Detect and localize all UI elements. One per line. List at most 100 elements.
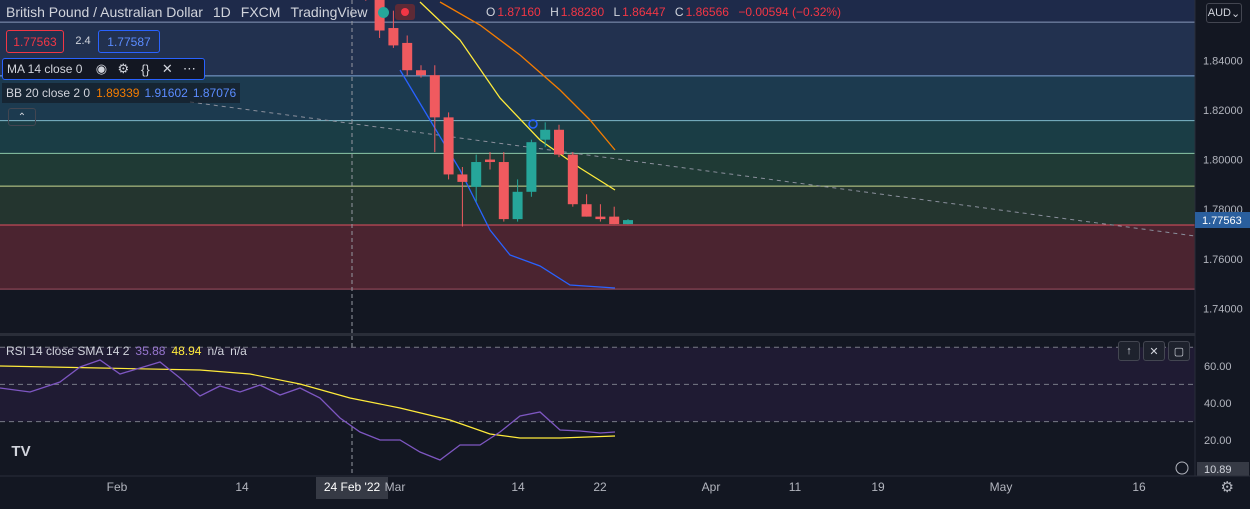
price-tick-label: 1.80000 xyxy=(1203,155,1243,167)
chevron-up-icon: ⌃ xyxy=(17,111,27,123)
candle-body xyxy=(485,159,495,163)
rsi-low-label: 10.89 xyxy=(1204,464,1232,476)
open-label: O xyxy=(486,5,496,19)
price-zone xyxy=(0,120,1195,154)
crosshair-date-label: 24 Feb '22 xyxy=(324,480,381,494)
bb-basis-value: 1.89339 xyxy=(96,86,140,100)
candle-body xyxy=(498,162,509,220)
time-tick-label: Feb xyxy=(107,480,128,494)
buy-button[interactable]: 1.77587 xyxy=(98,30,160,53)
low-label: L xyxy=(613,5,621,19)
gear-icon[interactable]: ⚙ xyxy=(117,61,130,76)
candle-body xyxy=(567,154,578,205)
bb-label: BB 20 close 2 0 xyxy=(6,86,91,100)
arrow-up-icon: ↑ xyxy=(1126,345,1132,357)
ohlc-readout: O 1.87160 H 1.88280 L 1.86447 C 1.86566 −0.0… xyxy=(486,5,847,19)
tradingview-logo-icon[interactable]: TV xyxy=(11,442,31,460)
code-braces-icon[interactable]: {} xyxy=(141,61,150,77)
time-tick-label: 16 xyxy=(1132,480,1146,494)
last-price-label: 1.77563 xyxy=(1202,215,1242,227)
time-tick-label: 11 xyxy=(789,480,802,494)
candle-body xyxy=(416,70,426,76)
time-tick-label: 14 xyxy=(235,480,249,494)
currency-selector[interactable]: AUD ⌄ xyxy=(1206,3,1242,23)
candle-body xyxy=(581,204,592,217)
source-label: TradingView xyxy=(290,4,368,20)
price-zone xyxy=(0,153,1195,187)
rsi-line xyxy=(0,359,616,461)
eye-icon[interactable]: ◉ xyxy=(95,61,108,76)
time-tick-label: Apr xyxy=(702,480,721,494)
close-value: 1.86566 xyxy=(685,5,729,19)
bb-indicator-legend[interactable]: BB 20 close 2 0 1.89339 1.91602 1.87076 xyxy=(2,83,241,103)
time-tick-label: 14 xyxy=(511,480,525,494)
rsi-sma-value: 48.94 xyxy=(171,344,202,358)
crosshair-date-tag xyxy=(316,477,388,499)
price-axis-bg xyxy=(1195,0,1250,509)
price-zone xyxy=(0,0,1195,23)
candle-body xyxy=(623,220,633,225)
last-price-tag xyxy=(1195,212,1250,229)
close-icon[interactable]: ✕ xyxy=(161,61,173,76)
rsi-value: 35.88 xyxy=(135,344,166,358)
market-open-icon xyxy=(377,6,389,18)
spread-value: 2.4 xyxy=(75,34,91,47)
candle-body xyxy=(457,174,468,182)
symbol-name[interactable]: British Pound / Australian Dollar xyxy=(6,4,203,20)
currency-label: AUD xyxy=(1207,7,1231,19)
candle-body xyxy=(471,162,482,187)
rsi-tick-label: 40.00 xyxy=(1204,398,1232,410)
ma-line xyxy=(419,1,616,191)
price-tick-label: 1.84000 xyxy=(1203,55,1243,67)
trendline xyxy=(189,101,1196,237)
low-value: 1.86447 xyxy=(622,5,666,19)
chart-header: British Pound / Australian Dollar 1D FXC… xyxy=(6,3,429,21)
candle-body xyxy=(443,117,454,175)
high-value: 1.88280 xyxy=(560,5,605,19)
plus-icon xyxy=(1175,461,1189,475)
rsi-sma-line xyxy=(0,365,616,439)
flag-icon[interactable] xyxy=(394,4,415,20)
candle-body xyxy=(554,129,564,155)
candle-body xyxy=(526,142,537,192)
change-value: −0.00594 (−0.32%) xyxy=(738,5,842,19)
candle-body xyxy=(388,28,399,46)
pane-maximize-button[interactable]: ▢ xyxy=(1168,341,1190,361)
sell-button[interactable]: 1.77563 xyxy=(6,30,64,53)
time-tick-label: 19 xyxy=(871,480,885,494)
price-tick-label: 1.82000 xyxy=(1203,105,1243,117)
more-icon[interactable]: ⋯ xyxy=(182,61,196,76)
candle-body xyxy=(512,191,523,220)
pane-separator xyxy=(0,333,1250,336)
interval-label[interactable]: 1D xyxy=(212,4,231,20)
pane-move-up-button[interactable]: ↑ xyxy=(1118,341,1140,361)
candle-body xyxy=(609,216,620,225)
candle-body xyxy=(429,75,440,118)
time-tick-label: May xyxy=(990,480,1013,494)
rsi-na-1: n/a xyxy=(207,344,225,358)
price-tick-label: 1.76000 xyxy=(1203,254,1243,266)
chevron-down-icon: ⌄ xyxy=(1231,7,1241,20)
bb-basis-line xyxy=(439,1,616,151)
price-zone xyxy=(0,186,1195,226)
candle-body xyxy=(402,42,413,71)
price-tick-label: 1.74000 xyxy=(1203,303,1243,315)
collapse-legend-button[interactable]: ⌃ xyxy=(8,108,36,126)
rsi-indicator-legend[interactable]: RSI 14 close SMA 14 2 35.88 48.94 n/a n/… xyxy=(2,341,251,361)
rsi-tick-label: 20.00 xyxy=(1204,435,1232,447)
candle-body xyxy=(540,129,551,140)
close-icon: ✕ xyxy=(1149,345,1159,358)
pane-close-button[interactable]: ✕ xyxy=(1143,341,1165,361)
close-label: C xyxy=(674,5,684,19)
rsi-na-2: n/a xyxy=(230,344,247,358)
bb-upper-value: 1.91602 xyxy=(144,86,188,100)
ma-indicator-legend[interactable]: MA 14 close 0 ◉ ⚙ {} ✕ ⋯ xyxy=(2,58,206,80)
candle-body xyxy=(595,216,606,220)
open-value: 1.87160 xyxy=(497,5,541,19)
maximize-icon: ▢ xyxy=(1173,345,1185,358)
time-tick-label: Mar xyxy=(385,480,406,494)
selected-point-marker xyxy=(528,119,538,129)
gear-icon[interactable]: ⚙ xyxy=(1220,479,1234,496)
rsi-low-tag xyxy=(1197,462,1249,476)
rsi-label: RSI 14 close SMA 14 2 xyxy=(6,344,130,358)
